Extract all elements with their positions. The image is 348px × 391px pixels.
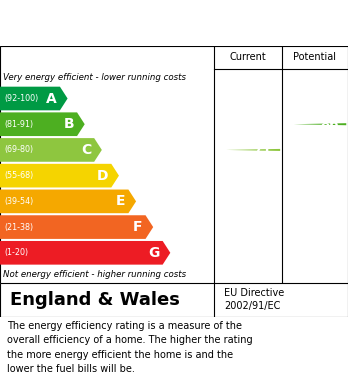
Polygon shape — [294, 115, 346, 134]
Polygon shape — [0, 112, 85, 136]
Text: C: C — [81, 143, 92, 157]
Text: Energy Efficiency Rating: Energy Efficiency Rating — [10, 14, 239, 32]
Text: (92-100): (92-100) — [4, 94, 38, 103]
Polygon shape — [0, 87, 68, 110]
Text: (21-38): (21-38) — [4, 222, 33, 231]
Polygon shape — [0, 164, 119, 187]
Text: (69-80): (69-80) — [4, 145, 33, 154]
Polygon shape — [226, 140, 280, 160]
Text: (55-68): (55-68) — [4, 171, 33, 180]
Text: Current: Current — [230, 52, 266, 63]
Text: EU Directive
2002/91/EC: EU Directive 2002/91/EC — [224, 288, 285, 311]
Polygon shape — [0, 138, 102, 162]
Text: Potential: Potential — [293, 52, 337, 63]
Text: The energy efficiency rating is a measure of the
overall efficiency of a home. T: The energy efficiency rating is a measur… — [7, 321, 253, 374]
Polygon shape — [0, 215, 153, 239]
Text: (81-91): (81-91) — [4, 120, 33, 129]
Text: B: B — [64, 117, 74, 131]
Text: D: D — [97, 169, 109, 183]
Text: Not energy efficient - higher running costs: Not energy efficient - higher running co… — [3, 270, 187, 279]
Text: F: F — [133, 220, 143, 234]
Text: 71: 71 — [254, 143, 272, 156]
Text: (39-54): (39-54) — [4, 197, 33, 206]
Text: 86: 86 — [320, 118, 339, 131]
Text: A: A — [46, 91, 57, 106]
Text: G: G — [149, 246, 160, 260]
Text: England & Wales: England & Wales — [10, 291, 180, 309]
Text: Very energy efficient - lower running costs: Very energy efficient - lower running co… — [3, 73, 187, 82]
Text: E: E — [116, 194, 126, 208]
Polygon shape — [0, 241, 170, 265]
Text: (1-20): (1-20) — [4, 248, 28, 257]
Polygon shape — [0, 190, 136, 213]
